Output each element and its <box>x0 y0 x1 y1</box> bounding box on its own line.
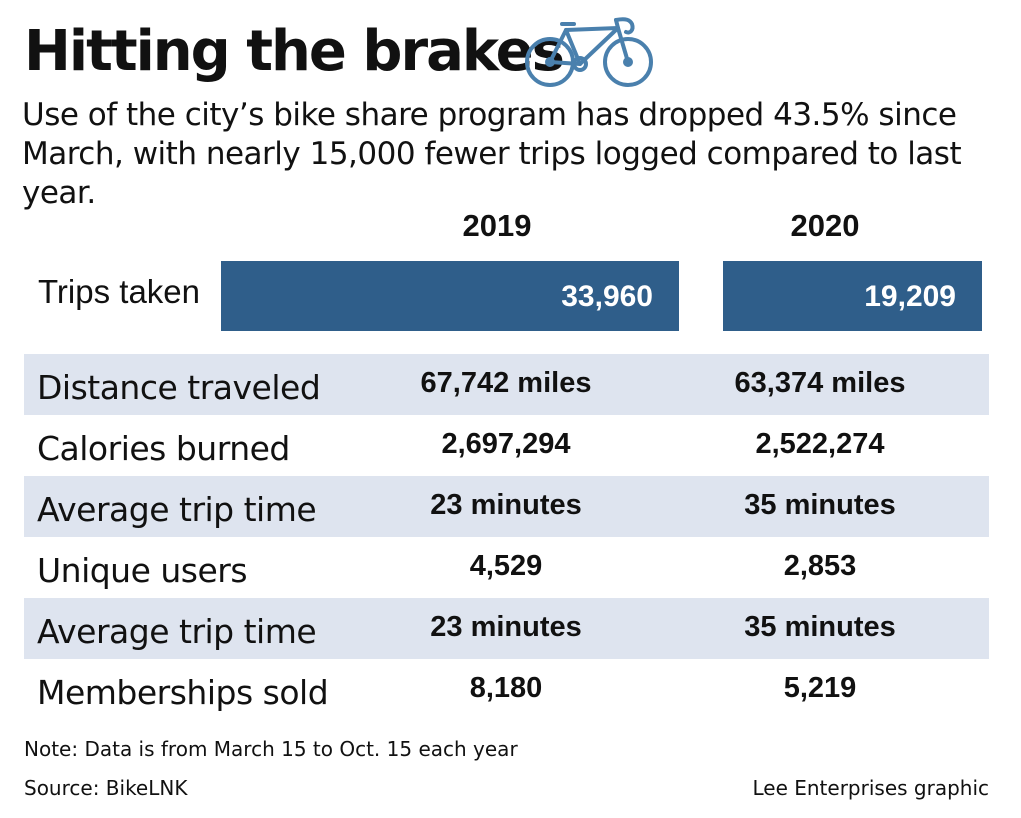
cell-2019: 23 minutes <box>430 489 582 521</box>
cell-2019: 67,742 miles <box>420 367 592 399</box>
cell-2020: 2,853 <box>783 550 857 582</box>
cell-2020: 35 minutes <box>744 489 896 521</box>
cell-2020: 35 minutes <box>744 611 896 643</box>
cell-2019: 8,180 <box>469 672 543 704</box>
table-row: Unique users 4,529 2,853 <box>24 537 989 598</box>
cell-2020: 63,374 miles <box>734 367 906 399</box>
row-label: Average trip time <box>37 612 317 651</box>
chart-subtitle: Use of the city’s bike share program has… <box>22 97 962 211</box>
table-row: Calories burned 2,697,294 2,522,274 <box>24 415 989 476</box>
table-row: Average trip time 23 minutes 35 minutes <box>24 598 989 659</box>
row-label: Distance traveled <box>37 368 321 407</box>
footnote: Note: Data is from March 15 to Oct. 15 e… <box>24 737 518 761</box>
table-row: Distance traveled 67,742 miles 63,374 mi… <box>24 354 989 415</box>
column-header-2019: 2019 <box>462 208 532 243</box>
table-row: Memberships sold 8,180 5,219 <box>24 659 989 720</box>
row-label: Calories burned <box>37 429 290 468</box>
column-header-2020: 2020 <box>790 208 860 243</box>
chart-title: Hitting the brakes <box>24 19 565 84</box>
table-row: Average trip time 23 minutes 35 minutes <box>24 476 989 537</box>
bicycle-icon <box>525 17 653 87</box>
bar-2020: 19,209 <box>723 261 982 331</box>
cell-2019: 23 minutes <box>430 611 582 643</box>
bar-2019-value-label: 33,960 <box>561 280 653 313</box>
source-line: Source: BikeLNK <box>24 776 188 800</box>
bar-2019: 33,960 <box>221 261 679 331</box>
row-label: Average trip time <box>37 490 317 529</box>
row-label: Unique users <box>37 551 248 590</box>
cell-2020: 2,522,274 <box>755 428 885 460</box>
bar-2020-value-label: 19,209 <box>864 280 956 313</box>
stats-table: Distance traveled 67,742 miles 63,374 mi… <box>24 354 989 720</box>
graphic-credit: Lee Enterprises graphic <box>752 776 989 800</box>
row-label: Memberships sold <box>37 673 329 712</box>
cell-2020: 5,219 <box>783 672 857 704</box>
cell-2019: 2,697,294 <box>441 428 571 460</box>
trips-taken-label: Trips taken <box>38 273 201 310</box>
cell-2019: 4,529 <box>469 550 543 582</box>
